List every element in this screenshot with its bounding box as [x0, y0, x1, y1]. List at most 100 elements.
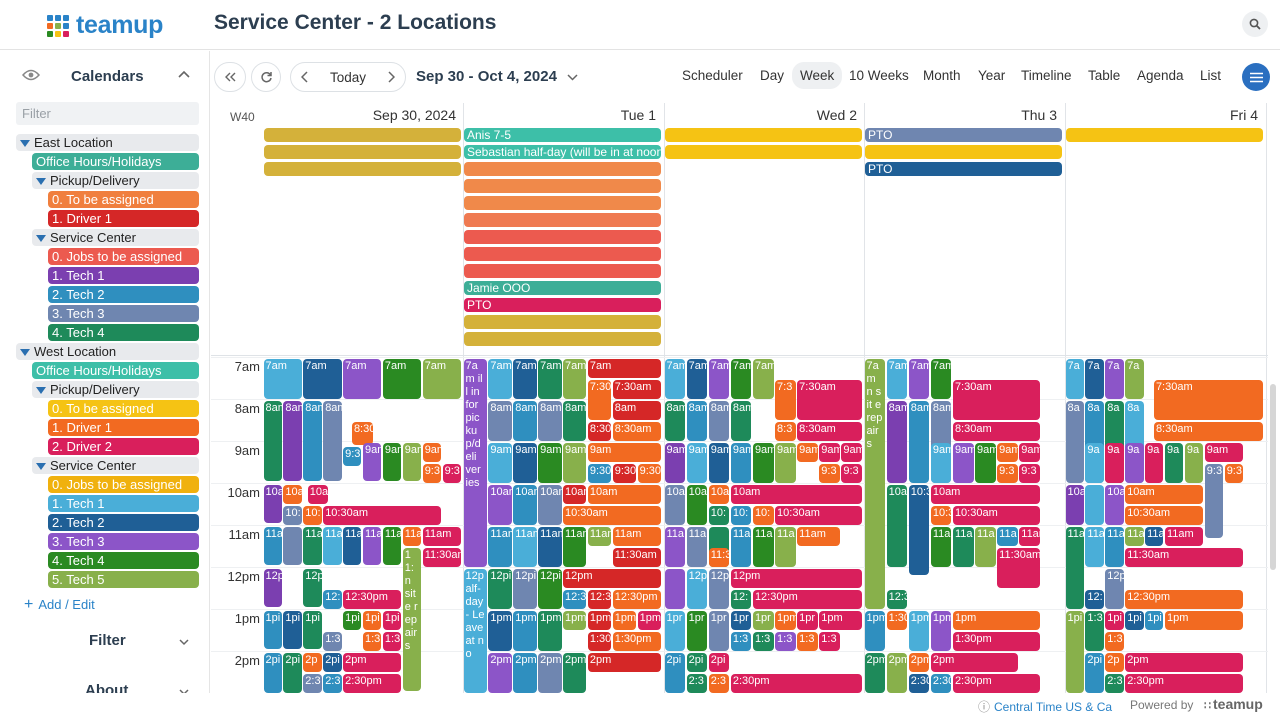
calendar-event[interactable]: 10am	[587, 485, 661, 504]
calendar-event[interactable]: 9am	[819, 443, 840, 462]
chevron-right-icon[interactable]	[387, 71, 395, 83]
allday-event[interactable]	[665, 128, 862, 142]
allday-event[interactable]	[464, 213, 661, 227]
calendar-row[interactable]: 1. Driver 1	[16, 418, 199, 437]
calendar-event[interactable]: 8am	[686, 401, 708, 441]
calendar-event[interactable]: 9am	[952, 443, 974, 483]
calendar-event[interactable]: 7am	[513, 359, 537, 399]
calendar-event[interactable]: 9:3	[1224, 464, 1244, 483]
calendar-event[interactable]: 11am	[488, 527, 512, 567]
calendar-event[interactable]: 12pm	[563, 569, 661, 588]
eye-icon[interactable]	[22, 69, 40, 81]
calendar-event[interactable]: 11am	[1165, 527, 1204, 546]
calendar-event[interactable]: 7am	[664, 359, 686, 399]
calendar-event[interactable]: 1:3	[382, 632, 402, 651]
calendar-event[interactable]: 8am	[538, 401, 562, 441]
calendar-event[interactable]: 9:3	[442, 464, 461, 483]
calendar-event[interactable]: 11am	[1019, 527, 1040, 546]
calendar-event[interactable]: 1pr	[752, 611, 774, 630]
calendar-event[interactable]: 1:3	[1105, 632, 1124, 651]
calendar-event[interactable]: 12pi	[538, 569, 562, 609]
calendar-event[interactable]: 2pi	[708, 653, 730, 672]
calendar-row[interactable]: 2. Tech 2	[16, 285, 199, 304]
calendar-event[interactable]: 12:3	[587, 590, 612, 609]
calendar-event[interactable]: 9:30	[637, 464, 661, 483]
calendar-item[interactable]: 2. Driver 2	[48, 438, 199, 455]
calendar-event[interactable]: 2pm	[864, 653, 886, 693]
calendar-row[interactable]: Service Center	[16, 228, 199, 247]
calendar-event[interactable]: 10am	[930, 485, 1040, 504]
teamup-logo[interactable]: teamup	[47, 11, 163, 40]
calendar-event[interactable]: 1:3	[819, 632, 840, 651]
calendar-event[interactable]: 10a	[263, 485, 282, 523]
calendar-event[interactable]: 8:30am	[797, 422, 862, 441]
calendar-event[interactable]: 7am	[686, 359, 708, 399]
calendar-event[interactable]: 9:3	[1019, 464, 1040, 483]
calendar-item[interactable]: 3. Tech 3	[48, 305, 199, 322]
calendar-event[interactable]: 2pm	[538, 653, 562, 693]
calendar-event[interactable]: 10am	[886, 485, 908, 567]
calendar-event[interactable]: 11am	[587, 527, 612, 546]
calendar-event[interactable]: 7am	[382, 359, 422, 399]
calendar-event[interactable]: 7a	[1065, 359, 1084, 399]
menu-button[interactable]	[1242, 63, 1270, 91]
calendar-event[interactable]: 10:30am	[323, 506, 442, 525]
calendar-event[interactable]	[283, 527, 302, 565]
calendar-event[interactable]: 9am	[730, 443, 752, 483]
calendar-event[interactable]: 11a	[343, 527, 362, 565]
calendar-event[interactable]: 2:3	[1105, 674, 1124, 693]
calendar-event[interactable]: 10am	[730, 485, 862, 504]
calendar-event[interactable]: 2p	[1105, 653, 1124, 672]
calendar-event[interactable]: 11a	[323, 527, 342, 565]
calendar-event[interactable]: 11am	[612, 527, 661, 546]
calendar-event[interactable]: 2pm	[563, 653, 587, 693]
chevron-up-icon[interactable]	[178, 70, 190, 78]
calendar-event[interactable]: 10:	[283, 506, 302, 525]
calendar-event[interactable]: 8am	[303, 401, 322, 481]
calendar-event[interactable]: 12p alf- day - Le ave at no	[463, 569, 487, 693]
calendar-event[interactable]: 2:3	[303, 674, 322, 693]
calendar-event[interactable]: 10:30am	[952, 506, 1040, 525]
allday-event[interactable]	[464, 230, 661, 244]
calendar-row[interactable]: 4. Tech 4	[16, 323, 199, 342]
calendar-event[interactable]: 9a	[1145, 443, 1164, 483]
calendar-event[interactable]: 9:3	[422, 464, 442, 483]
calendar-event[interactable]: 7am n sit e rep airs	[864, 359, 886, 609]
day-header[interactable]: Fri 4	[1230, 107, 1258, 123]
allday-event[interactable]: PTO	[464, 298, 661, 312]
calendar-item[interactable]: 0. To be assigned	[48, 400, 199, 417]
view-day[interactable]: Day	[760, 68, 785, 83]
calendar-item[interactable]: 3. Tech 3	[48, 533, 199, 550]
calendar-event[interactable]: 12:	[730, 590, 752, 609]
allday-event[interactable]	[464, 264, 661, 278]
allday-event[interactable]: Anis 7-5	[464, 128, 661, 142]
calendar-event[interactable]: 10:	[303, 506, 322, 525]
calendar-row[interactable]: Pickup/Delivery	[16, 171, 199, 190]
calendar-event[interactable]: 7:30am	[1153, 380, 1263, 420]
calendar-event[interactable]: 12p	[303, 569, 322, 607]
calendar-event[interactable]: 11a	[686, 527, 708, 567]
calendar-event[interactable]: 1:3	[730, 632, 752, 651]
allday-event[interactable]	[464, 315, 661, 329]
calendar-row[interactable]: Office Hours/Holidays	[16, 152, 199, 171]
calendar-event[interactable]: 2:30p	[908, 674, 930, 693]
allday-event[interactable]: PTO	[865, 162, 1062, 176]
timezone-selector[interactable]: ⓘ Central Time US & Ca	[978, 698, 1112, 715]
calendar-event[interactable]: 1:3	[363, 632, 382, 651]
calendar-event[interactable]: 9am	[664, 443, 686, 483]
calendar-event[interactable]: 9am	[841, 443, 862, 462]
calendar-event[interactable]: 9:3	[1204, 464, 1224, 538]
calendar-event[interactable]: 11a	[752, 527, 774, 567]
calendar-event[interactable]: 11a	[1065, 527, 1084, 609]
day-header[interactable]: Thu 3	[1021, 107, 1057, 123]
calendar-row[interactable]: Office Hours/Holidays	[16, 361, 199, 380]
calendar-event[interactable]: 7a	[1125, 359, 1144, 399]
view-10-weeks[interactable]: 10 Weeks	[849, 68, 909, 83]
calendar-event[interactable]: 10a	[283, 485, 302, 504]
jump-back-button[interactable]	[214, 62, 246, 92]
calendar-event[interactable]: 1pm	[864, 611, 886, 651]
calendar-event[interactable]: 9:3	[343, 447, 362, 467]
view-timeline[interactable]: Timeline	[1021, 68, 1072, 83]
calendar-event[interactable]: 1pm	[952, 611, 1040, 630]
calendar-event[interactable]: 7am	[303, 359, 342, 399]
